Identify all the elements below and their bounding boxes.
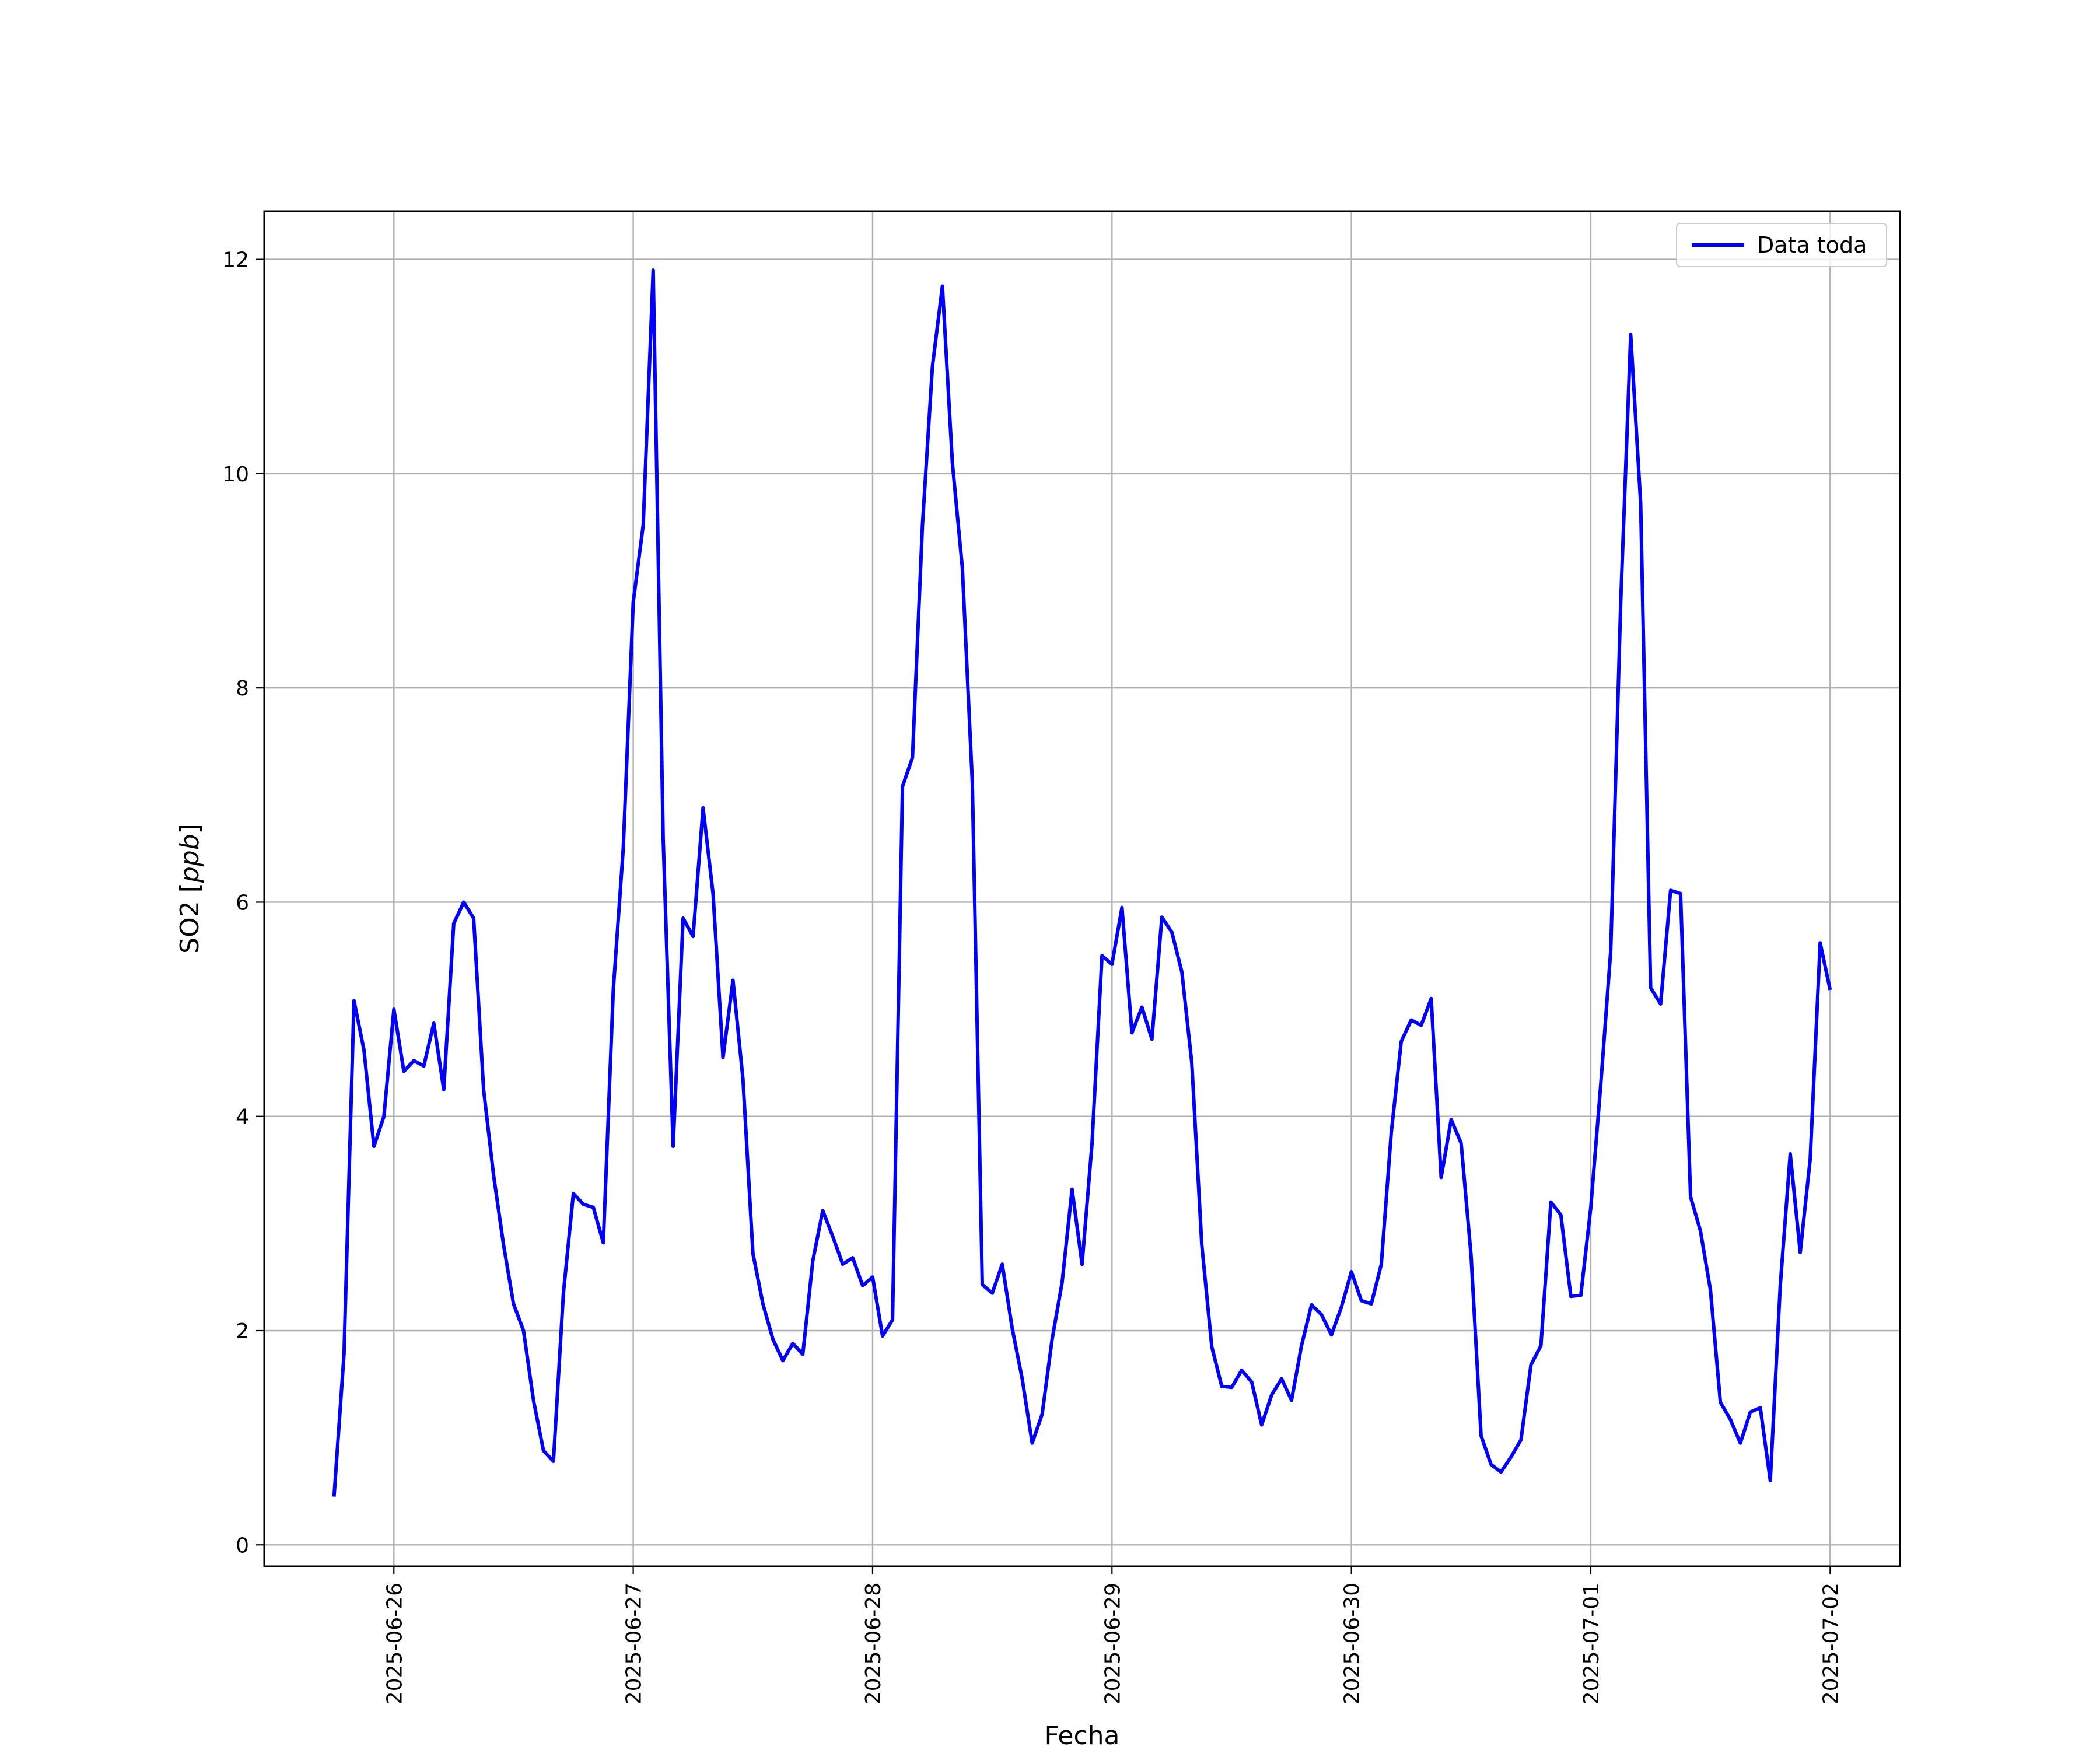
y-tick-label: 12 xyxy=(222,249,249,272)
x-tick-label: 2025-06-27 xyxy=(622,1583,646,1705)
tick-layer: 0 2 4 6 8 10 12 2025-06-26 2025-06-27 2025-06-28 2… xyxy=(222,249,1843,1705)
y-axis-label: SO2 [ppb] xyxy=(175,824,205,954)
legend-box xyxy=(1676,223,1887,267)
x-tick-label: 2025-06-29 xyxy=(1101,1583,1125,1705)
y-tick-label: 6 xyxy=(236,891,249,915)
y-tick-label: 4 xyxy=(236,1105,249,1129)
x-axis-label: Fecha xyxy=(1044,1721,1119,1750)
series-line xyxy=(332,268,1832,1497)
y-tick-label: 10 xyxy=(222,463,249,487)
grid-layer xyxy=(264,211,1900,1566)
legend: Data toda xyxy=(1676,223,1887,267)
y-axis-label-suffix: ] xyxy=(175,824,205,834)
x-tick-label: 2025-06-28 xyxy=(862,1583,886,1705)
y-tick-label: 0 xyxy=(236,1534,249,1558)
series-layer xyxy=(332,268,1832,1497)
x-tick-label: 2025-07-02 xyxy=(1819,1583,1843,1705)
plot-area-frame xyxy=(263,210,1901,1567)
y-axis-label-prefix: SO2 [ xyxy=(175,883,205,954)
x-tick-label: 2025-06-30 xyxy=(1340,1583,1364,1705)
y-axis-label-unit: ppb xyxy=(175,834,205,883)
x-tick-label: 2025-06-26 xyxy=(383,1583,407,1705)
x-tick-label: 2025-07-01 xyxy=(1580,1583,1604,1705)
y-tick-label: 8 xyxy=(236,677,249,701)
legend-label: Data toda xyxy=(1757,232,1867,258)
y-tick-label: 2 xyxy=(236,1320,249,1343)
